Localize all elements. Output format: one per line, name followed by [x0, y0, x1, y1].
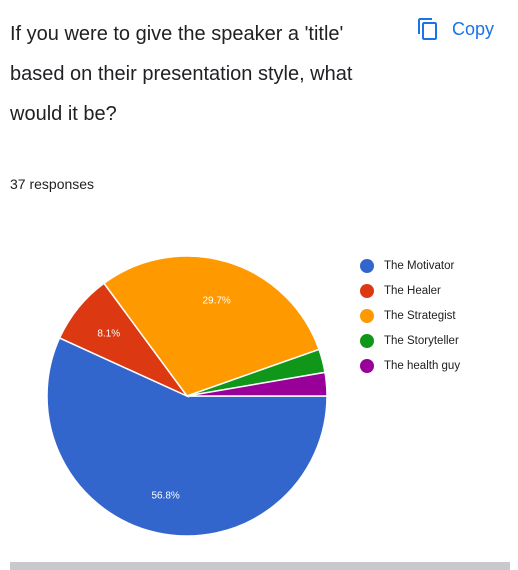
legend-item: The health guy	[360, 353, 460, 378]
slice-label: 8.1%	[97, 328, 120, 339]
legend-item: The Strategist	[360, 303, 460, 328]
legend-swatch	[360, 258, 374, 273]
legend-swatch	[360, 358, 374, 373]
pie-slice-the-strategist	[102, 255, 320, 397]
chart-legend: The Motivator The Healer The Strategist The…	[360, 253, 460, 378]
copy-icon	[416, 17, 440, 41]
legend-label: The Storyteller	[384, 334, 459, 347]
copy-button[interactable]: Copy	[416, 14, 494, 44]
pie-slice-labels: 56.8% 8.1% 29.7%	[97, 296, 231, 502]
legend-label: The Motivator	[384, 259, 455, 272]
pie-slice-the-motivator	[46, 336, 328, 537]
legend-swatch	[360, 333, 374, 348]
legend-label: The Healer	[384, 284, 441, 297]
bottom-divider	[10, 562, 510, 570]
slice-label: 56.8%	[151, 491, 179, 502]
legend-item: The Storyteller	[360, 328, 460, 353]
legend-label: The health guy	[384, 359, 461, 372]
legend-swatch	[360, 308, 374, 323]
pie-slice-the-health-guy	[186, 371, 328, 397]
response-count: 37 responses	[10, 176, 95, 192]
pie-chart: 56.8% 8.1% 29.7%	[46, 255, 328, 537]
legend-swatch	[360, 283, 374, 298]
copy-button-label: Copy	[452, 18, 495, 39]
question-title: If you were to give the speaker a 'title…	[10, 23, 353, 125]
pie-slices	[46, 255, 328, 537]
slice-label: 29.7%	[202, 296, 230, 307]
legend-item: The Motivator	[360, 253, 460, 278]
legend-label: The Strategist	[384, 309, 456, 322]
legend-item: The Healer	[360, 278, 460, 303]
